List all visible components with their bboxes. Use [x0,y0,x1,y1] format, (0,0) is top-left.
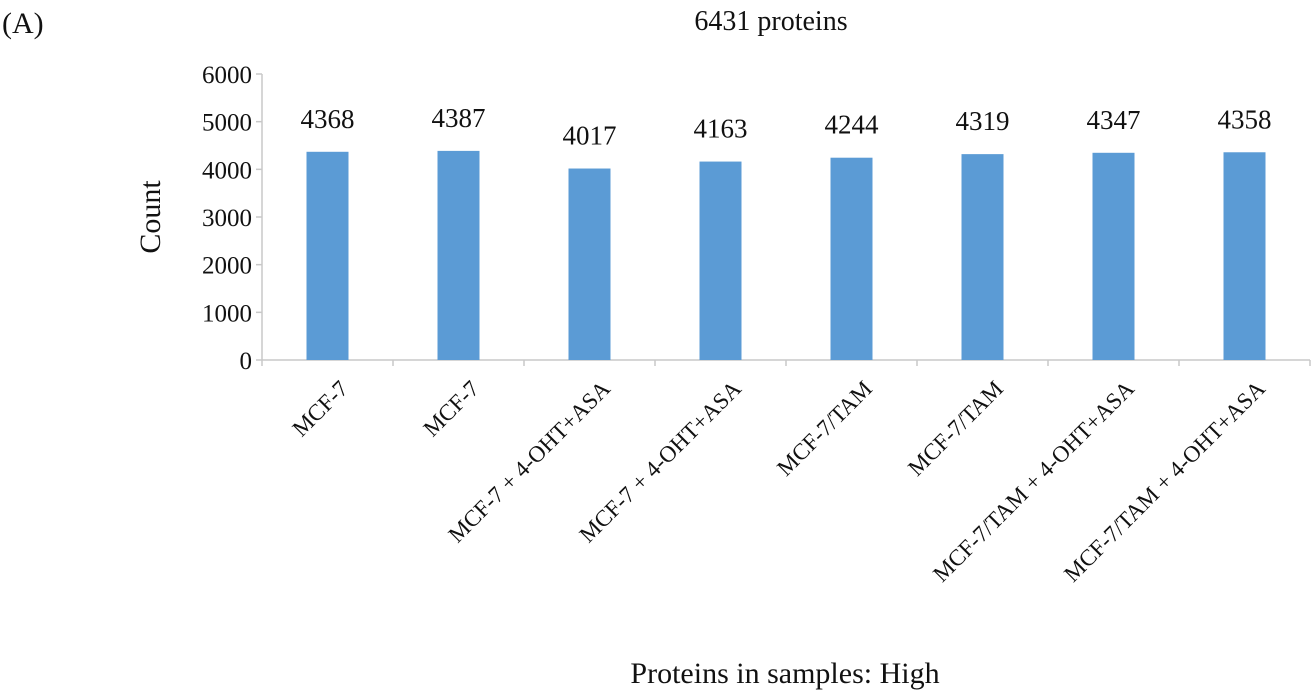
data-label: 4347 [1087,105,1141,135]
category-label: MCF-7/TAM [903,376,1008,481]
panel-label: (A) [2,7,44,40]
bar [437,150,480,360]
bar [1092,152,1135,360]
y-axis-label: Count [134,180,167,254]
x-axis [261,359,1311,366]
y-tick-label: 5000 [202,110,252,137]
y-tick-label: 2000 [202,253,252,280]
x-axis-label: Proteins in samples: High [630,657,939,690]
data-label: 4358 [1218,104,1272,134]
category-label: MCF-7 [418,376,484,442]
data-label: 4163 [694,114,748,144]
data-label: 4244 [825,110,880,140]
data-label: 4368 [301,104,355,134]
bars [306,150,1266,360]
data-label: 4319 [956,106,1010,136]
data-labels: 4368 4387 4017 4163 4244 4319 4347 4358 [301,103,1272,151]
data-label: 4387 [432,103,486,133]
bar [306,151,349,360]
chart-title: 6431 proteins [694,6,847,37]
bar [830,157,873,360]
y-tick-label: 3000 [202,205,252,232]
bar [699,161,742,360]
bar [1223,152,1266,360]
y-tick-label: 6000 [202,62,252,89]
bar [961,154,1004,360]
y-tick-label: 1000 [202,300,252,327]
y-axis: 0 1000 2000 3000 4000 5000 6000 [202,62,263,375]
y-tick-label: 0 [240,348,253,375]
data-label: 4017 [563,121,617,151]
y-tick-label: 4000 [202,157,252,184]
bar [568,168,611,360]
category-label: MCF-7 [287,376,353,442]
category-label: MCF-7/TAM [772,376,877,481]
